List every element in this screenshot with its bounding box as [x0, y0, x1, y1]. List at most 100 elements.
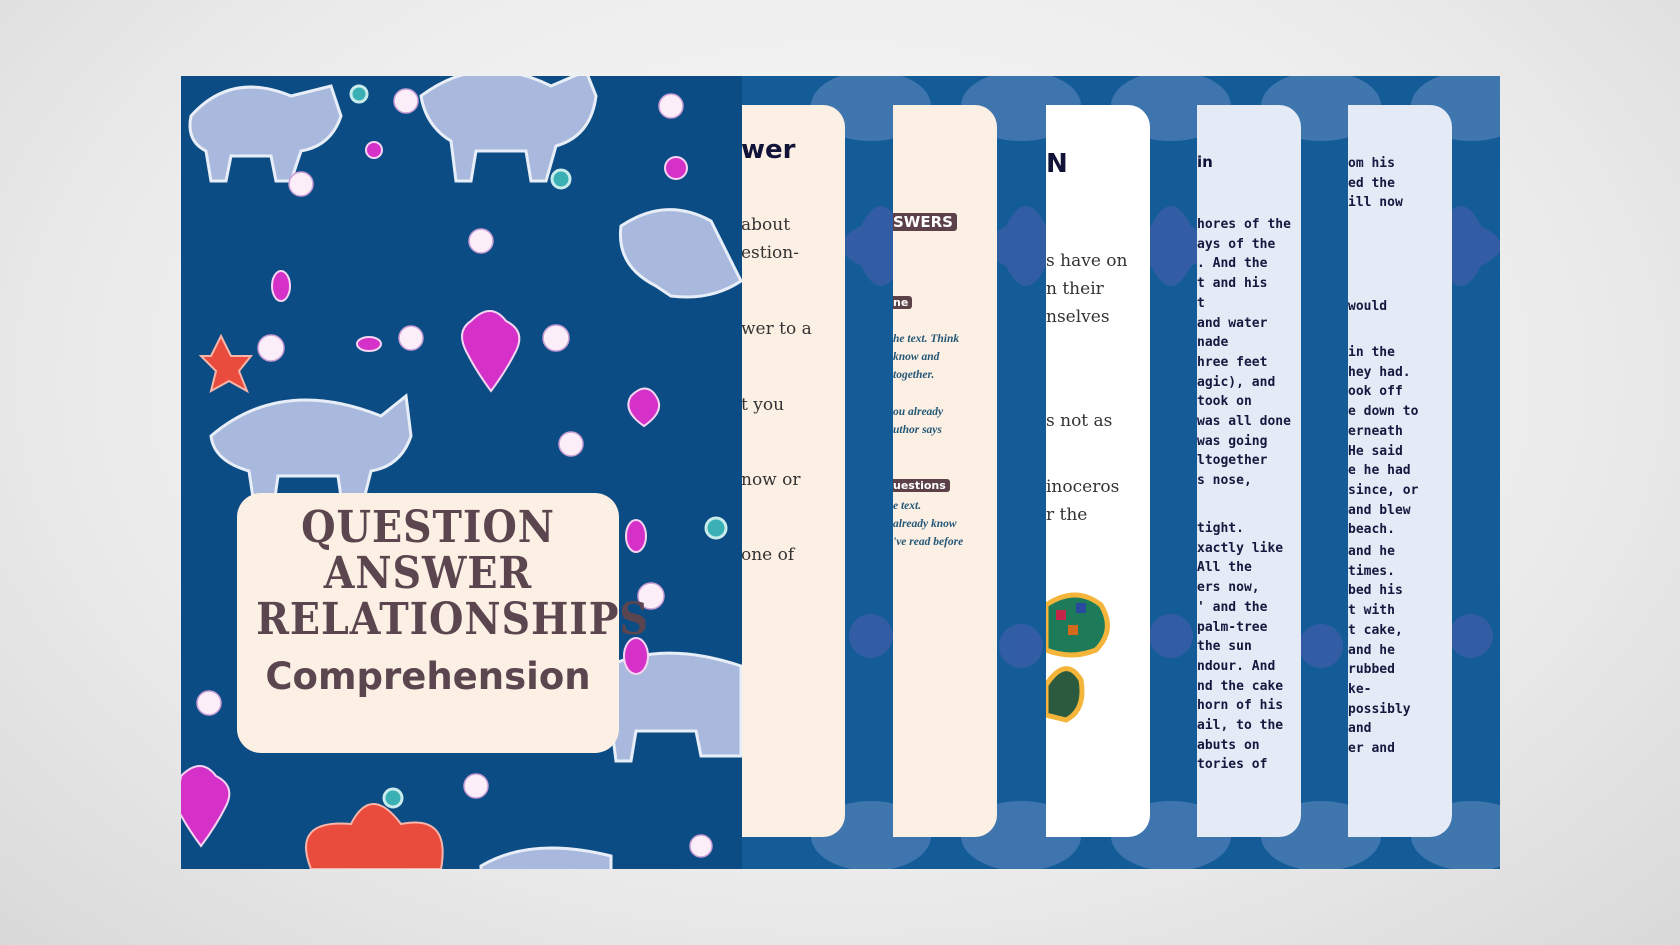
- text-line: abuts on: [1197, 737, 1260, 753]
- text-line: possibly: [1348, 701, 1411, 717]
- rhino-flower-pattern: [181, 76, 742, 869]
- text-line: hores of the: [1197, 217, 1291, 232]
- text-block: would: [1348, 297, 1452, 317]
- text-line: t with: [1348, 603, 1395, 619]
- text-line: times.: [1348, 563, 1395, 579]
- text-line: he text. Think: [893, 333, 960, 345]
- text-line: xactly like: [1197, 540, 1284, 556]
- text-block: s have on n their nselves: [1046, 247, 1150, 331]
- rhino-illustration: [188, 84, 343, 183]
- clover-illustration: [461, 310, 521, 393]
- patchwork-elephant-image: [1046, 592, 1110, 723]
- text-line: ook off: [1348, 384, 1403, 400]
- text-block: s not as: [1046, 407, 1150, 435]
- text-block: in the hey had. ook off e down to erneath He…: [1348, 343, 1452, 540]
- text-line: hey had.: [1348, 364, 1411, 380]
- title-line: QUESTION: [301, 502, 555, 553]
- text-block: hores of the ays of the . And the t and his…: [1197, 215, 1301, 491]
- text-line: estion-: [741, 243, 799, 263]
- text-line: in the: [1348, 345, 1395, 360]
- text-line: All the: [1197, 560, 1252, 576]
- text-line: ltogether: [1197, 453, 1268, 469]
- title-box: QUESTION ANSWER RELATIONSHIPS Comprehens…: [237, 493, 649, 753]
- text-line: rubbed: [1348, 662, 1395, 678]
- text-line: already know: [893, 518, 957, 530]
- text-line: erneath: [1348, 423, 1403, 439]
- text-line: t: [1197, 295, 1205, 311]
- page-heading: N: [1046, 149, 1068, 179]
- text-line: about: [741, 215, 791, 235]
- text-line: ke-: [1348, 681, 1372, 697]
- text-line: inoceros: [1046, 477, 1120, 497]
- text-line: t you: [741, 395, 785, 415]
- text-line: e down to: [1348, 404, 1419, 420]
- text-line: ndour. And: [1197, 658, 1276, 674]
- text-block: one of: [741, 541, 845, 569]
- text-line: s have on: [1046, 251, 1128, 271]
- text-line: beach.: [1348, 522, 1395, 538]
- title-line: RELATIONSHIPS: [256, 594, 649, 645]
- text-block: e text. already know 've read before: [893, 497, 997, 551]
- text-line: nselves: [1046, 307, 1110, 327]
- rhino-illustration: [209, 393, 413, 513]
- text-line: tight.: [1197, 521, 1244, 536]
- text-block: inoceros r the: [1046, 473, 1150, 529]
- page-heading: wer: [741, 135, 796, 165]
- text-line: was all done: [1197, 414, 1291, 430]
- text-line: now or: [741, 470, 801, 490]
- text-line: ill now: [1348, 195, 1403, 211]
- page-heading: in: [1197, 153, 1213, 171]
- rhino-illustration: [618, 208, 742, 299]
- preview-page-1: wer about estion- wer to a t you now or o…: [741, 105, 845, 837]
- text-line: ers now,: [1197, 580, 1260, 596]
- text-line: r the: [1046, 505, 1088, 525]
- text-line: and he: [1348, 544, 1395, 559]
- text-line: and: [1348, 721, 1372, 737]
- text-line: and water: [1197, 315, 1268, 331]
- text-line: nd the cake: [1197, 678, 1284, 694]
- text-line: e text.: [893, 500, 922, 512]
- title-line: ANSWER: [323, 548, 533, 599]
- text-line: together.: [893, 369, 935, 381]
- text-block: tight. xactly like All the ers now, ' and t…: [1197, 519, 1301, 775]
- section-badge: SWERS: [893, 213, 957, 231]
- text-line: since, or: [1348, 482, 1419, 498]
- text-line: horn of his: [1197, 698, 1284, 714]
- text-line: ays of the: [1197, 236, 1276, 252]
- text-line: know and: [893, 351, 940, 363]
- flower-illustration: [305, 803, 444, 869]
- text-line: . And the: [1197, 256, 1268, 272]
- flower-pattern: [1131, 206, 1211, 286]
- text-line: took on: [1197, 394, 1252, 410]
- subtitle: Comprehension: [265, 655, 591, 698]
- preview-page-2: SWERS ne he text. Think know and together.…: [893, 105, 997, 837]
- text-line: 've read before: [893, 536, 964, 548]
- text-line: palm-tree: [1197, 619, 1268, 635]
- text-line: ed the: [1348, 175, 1395, 191]
- section-badge: ne: [893, 296, 913, 309]
- text-block: and he times. bed his t with t cake, and he r…: [1348, 542, 1452, 759]
- text-line: er and: [1348, 741, 1395, 757]
- section-badge: uestions: [893, 479, 950, 492]
- flower-illustration: [198, 333, 254, 394]
- text-block: om his ed the ill now: [1348, 154, 1452, 213]
- text-block: t you: [741, 391, 845, 419]
- text-line: om his: [1348, 156, 1395, 171]
- text-line: hree feet: [1197, 354, 1268, 370]
- title: QUESTION ANSWER RELATIONSHIPS: [256, 502, 649, 645]
- text-line: the sun: [1197, 639, 1252, 655]
- text-line: one of: [741, 545, 795, 565]
- text-line: ail, to the: [1197, 718, 1284, 734]
- text-line: ' and the: [1197, 599, 1268, 615]
- text-line: n their: [1046, 279, 1104, 299]
- text-block: ou already uthor says: [893, 403, 997, 439]
- text-block: wer to a: [741, 315, 845, 343]
- preview-page-5: om his ed the ill now would in the hey had.…: [1348, 105, 1452, 837]
- text-line: agic), and: [1197, 374, 1276, 390]
- text-line: s not as: [1046, 411, 1113, 431]
- rhino-illustration: [419, 76, 598, 183]
- text-line: wer to a: [741, 319, 812, 339]
- text-line: tories of: [1197, 757, 1268, 773]
- text-line: ou already: [893, 406, 944, 418]
- text-line: t and his: [1197, 276, 1268, 292]
